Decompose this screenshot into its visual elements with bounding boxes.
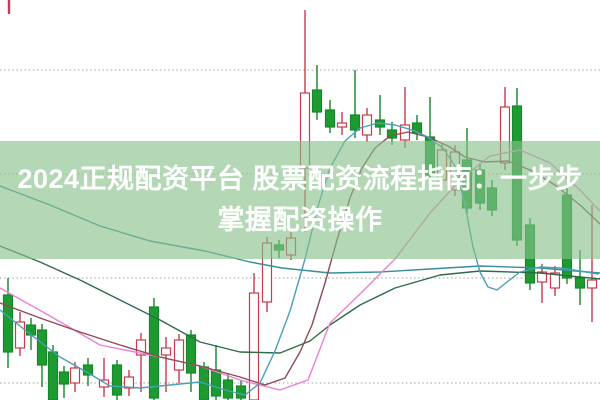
candle <box>374 95 386 135</box>
candle-body <box>311 89 323 113</box>
candle-body <box>25 324 37 336</box>
candle-body <box>574 277 586 289</box>
candle <box>336 112 348 135</box>
candle-body <box>123 376 135 389</box>
candle-body <box>47 351 59 400</box>
ma-fast-teal <box>0 122 599 396</box>
candle-body <box>36 329 48 366</box>
candle-body <box>235 385 247 399</box>
candle <box>411 115 423 140</box>
candle <box>36 324 48 387</box>
candle-body <box>586 279 598 289</box>
candle-body <box>111 364 123 396</box>
candle-body <box>14 321 26 349</box>
candle-body <box>210 369 222 397</box>
candle-body <box>248 292 260 400</box>
candle-body <box>69 367 81 384</box>
candle <box>222 374 234 400</box>
candle <box>14 312 26 356</box>
banner-text-line2: 掌握配资操作 <box>217 205 383 235</box>
ma-dark-green <box>0 245 600 354</box>
candle <box>111 360 123 400</box>
candle <box>399 87 411 148</box>
candle <box>173 334 185 383</box>
candle-body <box>536 271 548 283</box>
candle <box>69 362 81 392</box>
candle <box>135 333 147 392</box>
candle-body <box>135 339 147 356</box>
candle <box>235 380 247 400</box>
candle-body <box>411 122 423 134</box>
candle-body <box>222 379 234 399</box>
candle-body <box>349 114 361 131</box>
candle <box>98 358 110 397</box>
candle <box>324 100 336 133</box>
candle-body <box>2 294 14 353</box>
candle <box>349 70 361 138</box>
candle-body <box>336 122 348 128</box>
candle-body <box>185 334 197 374</box>
candle-body <box>173 339 185 371</box>
candle <box>248 273 260 400</box>
candle <box>160 337 172 392</box>
candle-body <box>324 109 336 128</box>
promo-banner: 2024正规配资平台 股票配资流程指南：一步步 掌握配资操作 <box>0 141 600 259</box>
candle <box>123 370 135 396</box>
banner-text-line1: 2024正规配资平台 股票配资流程指南：一步步 <box>17 164 583 194</box>
candle <box>148 298 160 400</box>
candle-body <box>160 347 172 356</box>
candle-body <box>58 371 70 385</box>
candle-body <box>98 379 110 388</box>
candle <box>536 264 548 303</box>
candle <box>311 65 323 120</box>
candle-body <box>549 272 561 289</box>
candle <box>549 266 561 296</box>
candle <box>58 366 70 398</box>
candle <box>185 330 197 392</box>
candle-body <box>148 306 160 399</box>
candle <box>82 358 94 386</box>
